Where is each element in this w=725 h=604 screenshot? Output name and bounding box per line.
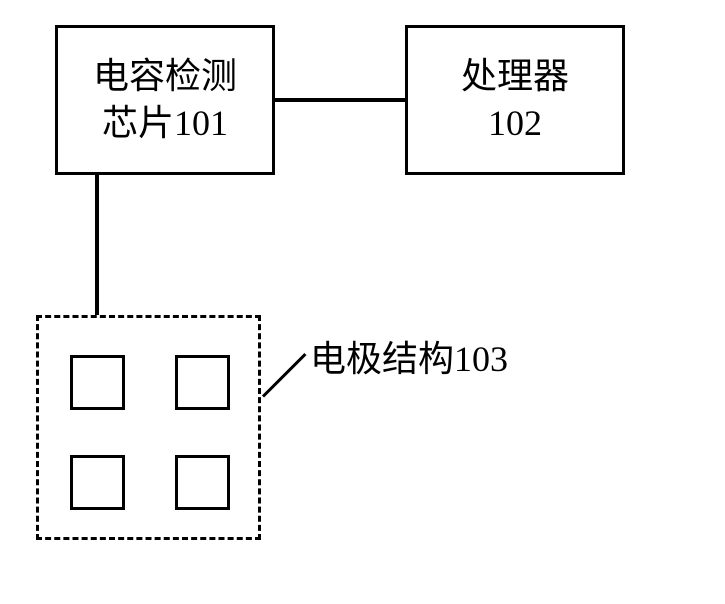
- edge-chip-processor: [275, 98, 405, 102]
- electrode-square-2: [70, 455, 125, 510]
- processor-node: 处理器102: [405, 25, 625, 175]
- processor-label: 处理器102: [461, 53, 569, 147]
- electrode-label: 电极结构103: [310, 330, 508, 382]
- chip-node: 电容检测芯片101: [55, 25, 275, 175]
- electrode-square-1: [175, 355, 230, 410]
- electrode-label-connector: [262, 353, 307, 398]
- electrode-square-0: [70, 355, 125, 410]
- electrode-square-3: [175, 455, 230, 510]
- chip-label: 电容检测芯片101: [93, 53, 237, 147]
- edge-chip-electrode: [95, 175, 99, 315]
